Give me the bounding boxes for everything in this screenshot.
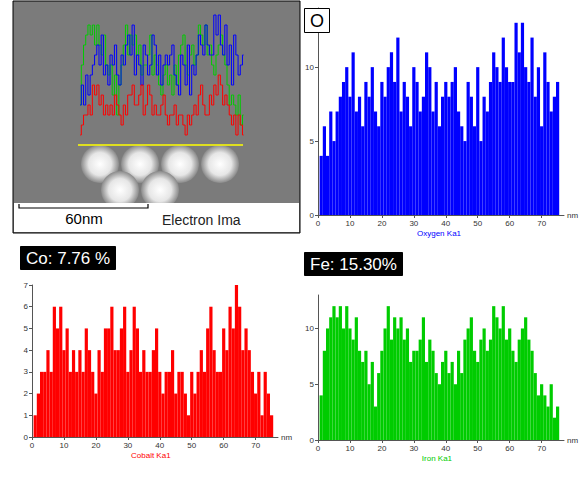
svg-text:7: 7 bbox=[24, 281, 29, 290]
svg-text:20: 20 bbox=[377, 444, 386, 453]
svg-text:5: 5 bbox=[310, 380, 315, 389]
svg-text:60nm: 60nm bbox=[65, 210, 103, 227]
svg-text:O: O bbox=[310, 11, 324, 31]
svg-text:Co: 7.76 %: Co: 7.76 % bbox=[26, 249, 110, 268]
svg-text:30: 30 bbox=[409, 219, 418, 228]
svg-text:5: 5 bbox=[310, 137, 315, 146]
svg-text:nm: nm bbox=[281, 433, 292, 442]
svg-text:5: 5 bbox=[24, 324, 29, 333]
svg-text:0: 0 bbox=[310, 211, 315, 220]
svg-text:60: 60 bbox=[505, 444, 514, 453]
svg-text:10: 10 bbox=[345, 219, 354, 228]
svg-text:30: 30 bbox=[123, 441, 132, 450]
svg-text:60: 60 bbox=[505, 219, 514, 228]
svg-text:Electron Ima: Electron Ima bbox=[162, 212, 241, 228]
svg-text:70: 70 bbox=[537, 444, 546, 453]
svg-text:Cobalt Ka1: Cobalt Ka1 bbox=[131, 451, 171, 460]
svg-text:nm: nm bbox=[567, 211, 578, 220]
svg-text:50: 50 bbox=[473, 444, 482, 453]
svg-text:3: 3 bbox=[24, 367, 29, 376]
svg-text:4: 4 bbox=[24, 346, 29, 355]
svg-text:20: 20 bbox=[377, 219, 386, 228]
svg-text:60: 60 bbox=[219, 441, 228, 450]
svg-text:40: 40 bbox=[155, 441, 164, 450]
svg-text:50: 50 bbox=[187, 441, 196, 450]
svg-text:0: 0 bbox=[30, 441, 35, 450]
svg-text:0: 0 bbox=[24, 433, 29, 442]
svg-text:0: 0 bbox=[310, 436, 315, 445]
svg-text:10: 10 bbox=[305, 324, 314, 333]
svg-text:Fe: 15.30%: Fe: 15.30% bbox=[310, 255, 397, 274]
svg-text:0: 0 bbox=[316, 444, 321, 453]
svg-text:Iron Ka1: Iron Ka1 bbox=[422, 454, 453, 463]
svg-text:nm: nm bbox=[567, 436, 578, 445]
svg-text:0: 0 bbox=[316, 219, 321, 228]
svg-text:10: 10 bbox=[345, 444, 354, 453]
svg-text:Oxygen Ka1: Oxygen Ka1 bbox=[417, 229, 462, 238]
svg-text:10: 10 bbox=[305, 63, 314, 72]
svg-text:2: 2 bbox=[24, 389, 29, 398]
svg-text:70: 70 bbox=[537, 219, 546, 228]
svg-text:1: 1 bbox=[24, 411, 29, 420]
svg-text:70: 70 bbox=[251, 441, 260, 450]
svg-text:40: 40 bbox=[441, 444, 450, 453]
svg-text:20: 20 bbox=[91, 441, 100, 450]
svg-text:40: 40 bbox=[441, 219, 450, 228]
svg-text:10: 10 bbox=[59, 441, 68, 450]
svg-text:30: 30 bbox=[409, 444, 418, 453]
svg-text:50: 50 bbox=[473, 219, 482, 228]
svg-text:6: 6 bbox=[24, 302, 29, 311]
